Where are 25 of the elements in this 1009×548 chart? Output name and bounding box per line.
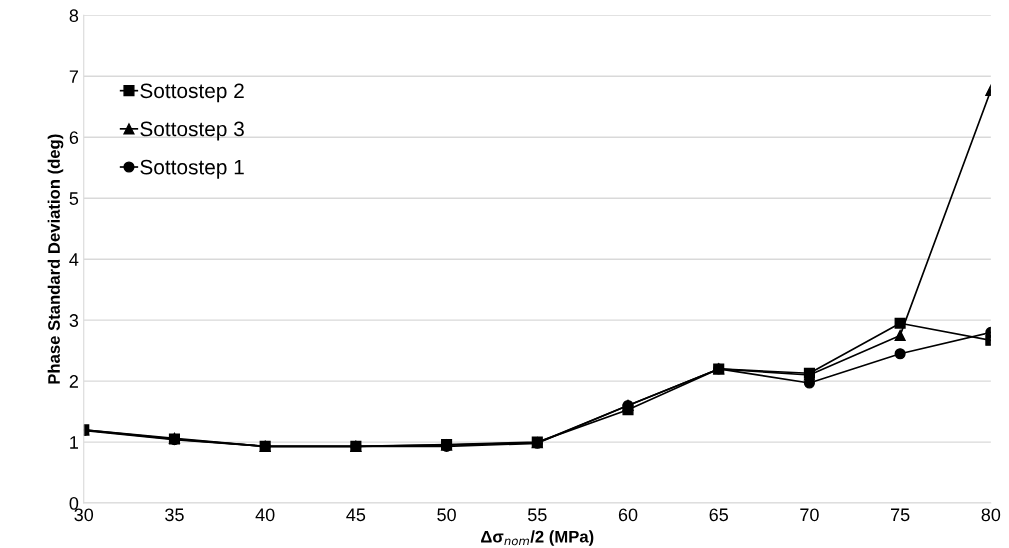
x-tick-label: 30 (74, 508, 94, 522)
x-tick-label: 65 (709, 508, 728, 522)
legend-label: Sottostep 2 (140, 83, 244, 103)
y-tick-label: 8 (69, 9, 79, 23)
x-axis-title: Δσ$_{nom}$/2 (MPa) (481, 530, 594, 546)
y-tick-label: 2 (69, 375, 78, 388)
legend-label: Sottostep 1 (140, 159, 244, 179)
y-tick-label: 3 (69, 314, 79, 327)
y-tick-label: 0 (69, 497, 79, 510)
y-axis-title: Phase Standard Deviation (deg) (47, 134, 64, 384)
x-tick-label: 45 (346, 508, 366, 522)
y-tick-label: 1 (70, 436, 79, 449)
y-tick-label: 7 (69, 70, 78, 83)
x-tick-label: 55 (527, 508, 547, 522)
x-tick-label: 70 (800, 508, 819, 522)
x-tick-label: 60 (618, 508, 638, 522)
y-tick-label: 4 (69, 253, 79, 266)
x-tick-label: 50 (437, 508, 456, 522)
x-tick-label: 40 (255, 508, 275, 522)
legend-label: Sottostep 3 (140, 121, 244, 141)
y-tick-label: 5 (69, 192, 79, 205)
x-tick-label: 75 (891, 508, 910, 522)
x-tick-label: 35 (165, 508, 184, 522)
y-tick-label: 6 (69, 131, 79, 144)
x-tick-label: 80 (981, 508, 1001, 522)
